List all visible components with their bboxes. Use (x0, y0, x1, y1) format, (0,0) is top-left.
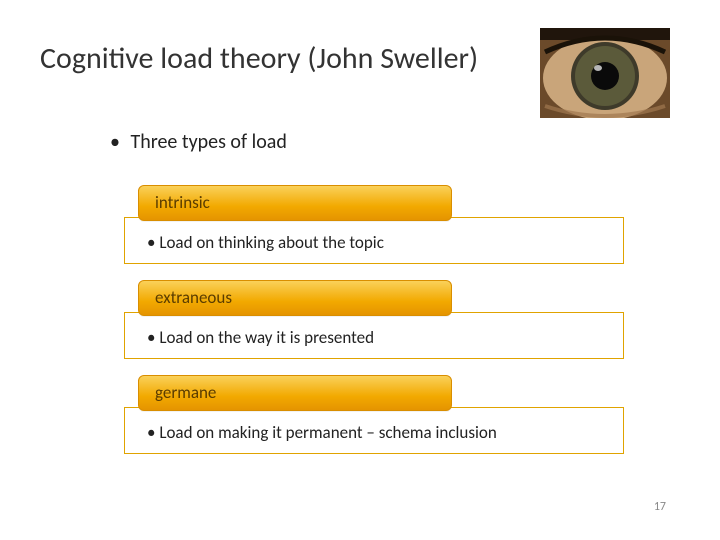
load-body-text: Load on making it permanent – schema inc… (159, 422, 497, 443)
slide-title: Cognitive load theory (John Sweller) (40, 40, 478, 77)
load-type-list: intrinsic • Load on thinking about the t… (124, 185, 624, 470)
bullet-icon: • (147, 327, 159, 348)
load-body-text: Load on the way it is presented (159, 327, 374, 348)
load-header: extraneous (138, 280, 452, 316)
load-body: • Load on making it permanent – schema i… (124, 407, 624, 454)
load-block: intrinsic • Load on thinking about the t… (124, 185, 624, 264)
load-body: • Load on the way it is presented (124, 312, 624, 359)
page-number: 17 (654, 500, 666, 514)
load-body: • Load on thinking about the topic (124, 217, 624, 264)
load-block: extraneous • Load on the way it is prese… (124, 280, 624, 359)
load-header: germane (138, 375, 452, 411)
load-body-text: Load on thinking about the topic (159, 232, 384, 253)
subtitle-text: Three types of load (130, 130, 286, 154)
slide-subtitle: • Three types of load (110, 130, 287, 154)
eye-photo (540, 28, 670, 118)
bullet-icon: • (147, 232, 159, 253)
bullet-icon: • (110, 130, 124, 154)
load-block: germane • Load on making it permanent – … (124, 375, 624, 454)
bullet-icon: • (147, 422, 159, 443)
load-header: intrinsic (138, 185, 452, 221)
